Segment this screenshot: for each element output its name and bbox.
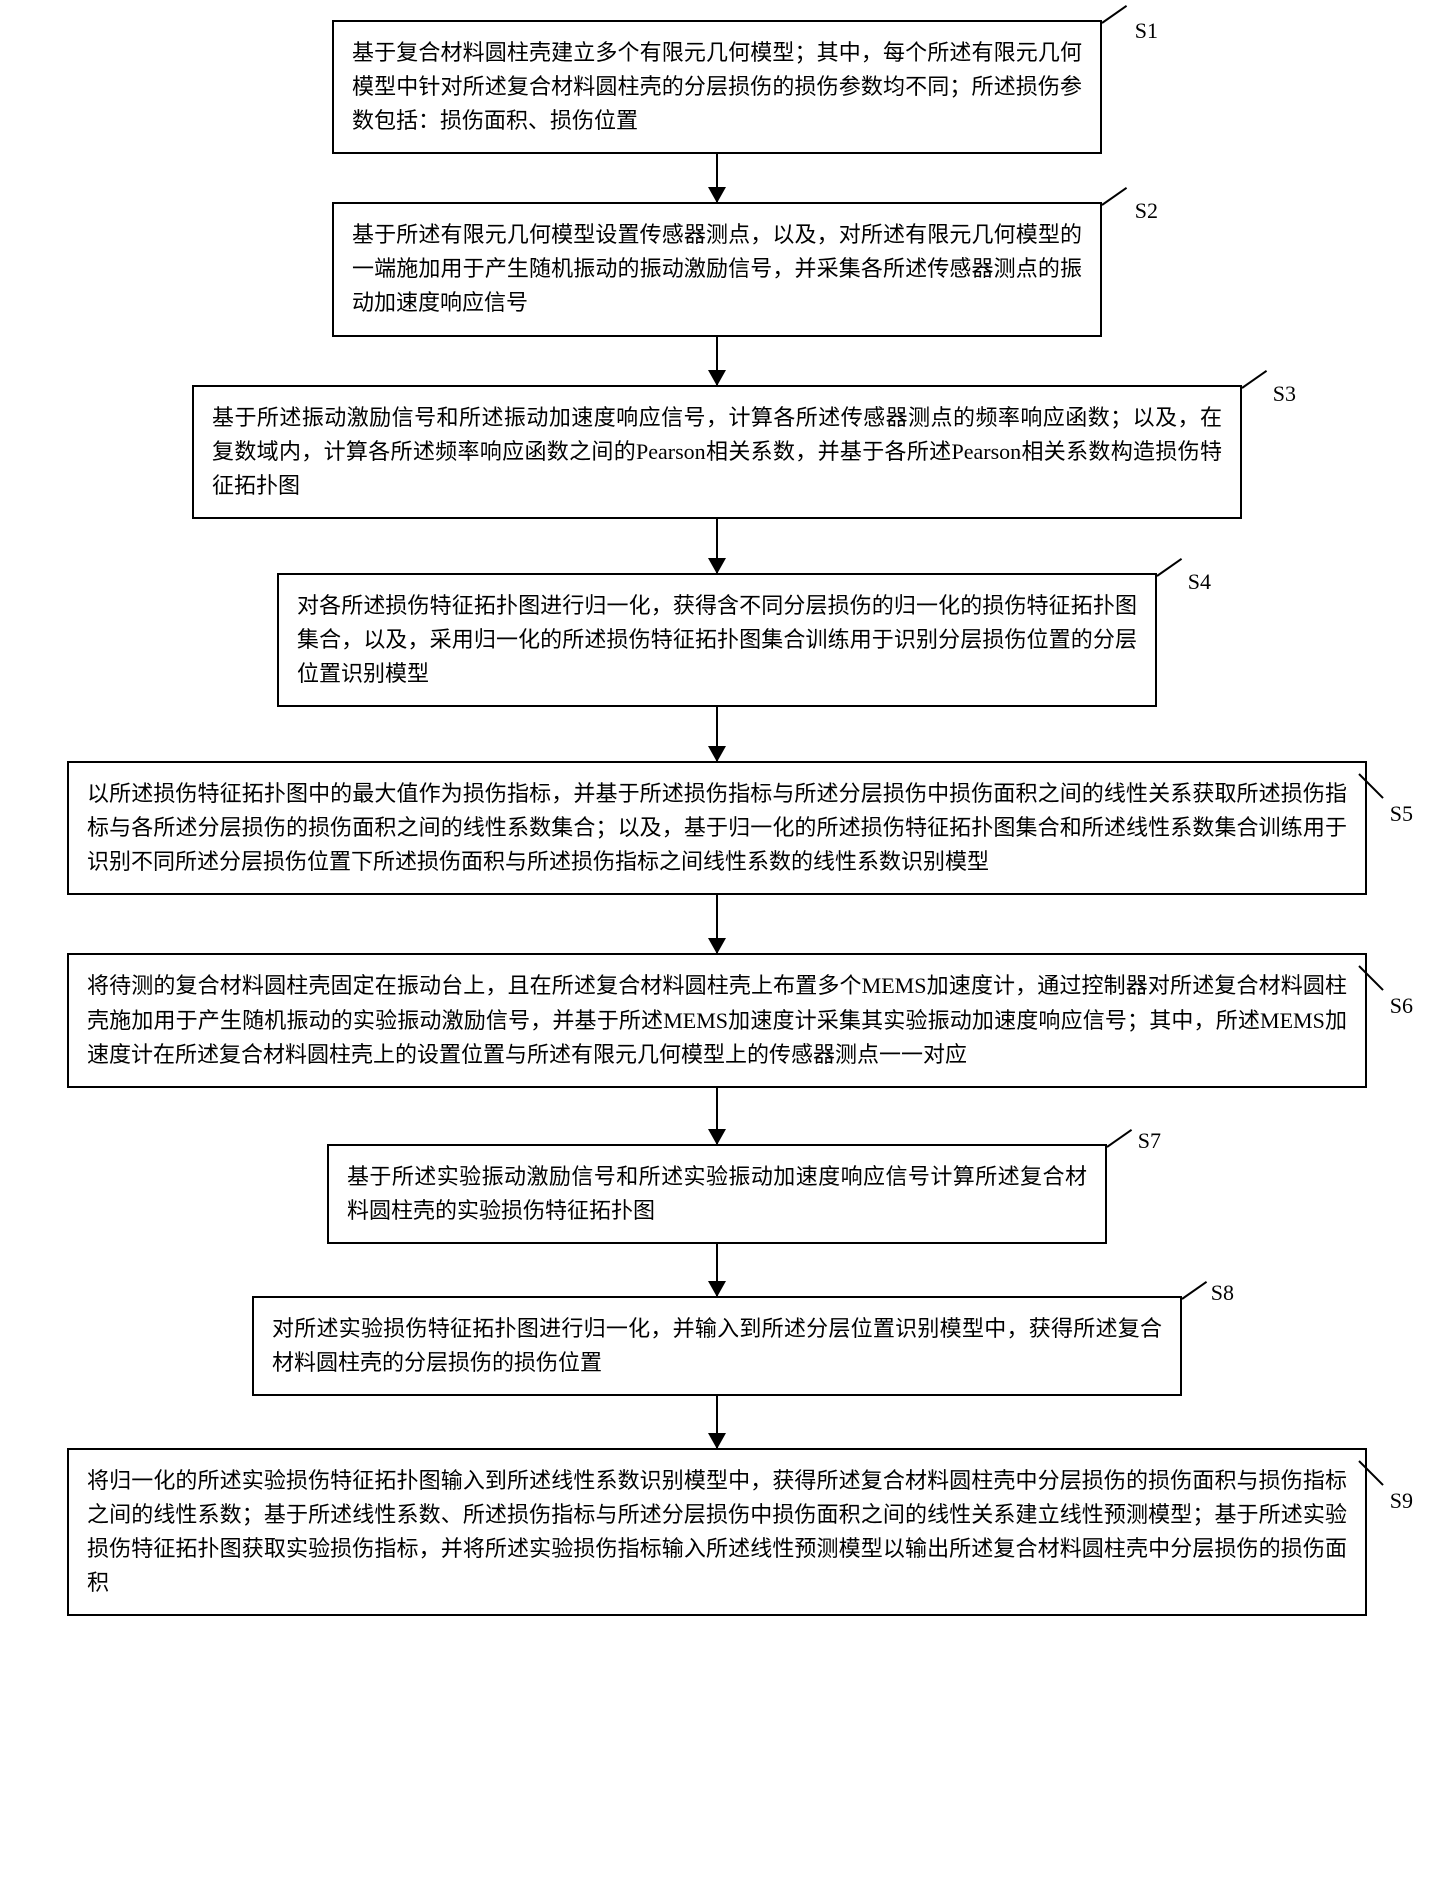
step-label-s4: S4 bbox=[1188, 565, 1211, 599]
step-s6-wrap: 将待测的复合材料圆柱壳固定在振动台上，且在所述复合材料圆柱壳上布置多个MEMS加… bbox=[20, 953, 1414, 1143]
step-text: 将归一化的所述实验损伤特征拓扑图输入到所述线性系数识别模型中，获得所述复合材料圆… bbox=[87, 1468, 1347, 1595]
step-label-s3: S3 bbox=[1273, 377, 1296, 411]
flowchart-container: 基于复合材料圆柱壳建立多个有限元几何模型；其中，每个所述有限元几何模型中针对所述… bbox=[20, 20, 1414, 1616]
step-s8-wrap: 对所述实验损伤特征拓扑图进行归一化，并输入到所述分层位置识别模型中，获得所述复合… bbox=[20, 1296, 1414, 1448]
step-label-s8: S8 bbox=[1211, 1276, 1234, 1310]
step-box-s2: 基于所述有限元几何模型设置传感器测点，以及，对所述有限元几何模型的一端施加用于产… bbox=[332, 202, 1102, 336]
step-text: 将待测的复合材料圆柱壳固定在振动台上，且在所述复合材料圆柱壳上布置多个MEMS加… bbox=[87, 973, 1347, 1066]
step-s4-wrap: 对各所述损伤特征拓扑图进行归一化，获得含不同分层损伤的归一化的损伤特征拓扑图集合… bbox=[20, 573, 1414, 761]
step-label-s1: S1 bbox=[1135, 14, 1158, 48]
arrow bbox=[716, 1396, 718, 1448]
step-label-s5: S5 bbox=[1390, 797, 1413, 831]
step-text: 基于复合材料圆柱壳建立多个有限元几何模型；其中，每个所述有限元几何模型中针对所述… bbox=[352, 40, 1082, 133]
step-s9-wrap: 将归一化的所述实验损伤特征拓扑图输入到所述线性系数识别模型中，获得所述复合材料圆… bbox=[20, 1448, 1414, 1616]
step-text: 基于所述振动激励信号和所述振动加速度响应信号，计算各所述传感器测点的频率响应函数… bbox=[212, 405, 1222, 498]
label-connector bbox=[1358, 966, 1383, 991]
step-s5-wrap: 以所述损伤特征拓扑图中的最大值作为损伤指标，并基于所述损伤指标与所述分层损伤中损… bbox=[20, 761, 1414, 953]
step-text: 基于所述实验振动激励信号和所述实验振动加速度响应信号计算所述复合材料圆柱壳的实验… bbox=[347, 1164, 1087, 1223]
label-connector bbox=[1358, 773, 1383, 798]
step-s3-wrap: 基于所述振动激励信号和所述振动加速度响应信号，计算各所述传感器测点的频率响应函数… bbox=[20, 385, 1414, 573]
step-box-s3: 基于所述振动激励信号和所述振动加速度响应信号，计算各所述传感器测点的频率响应函数… bbox=[192, 385, 1242, 519]
step-box-s5: 以所述损伤特征拓扑图中的最大值作为损伤指标，并基于所述损伤指标与所述分层损伤中损… bbox=[67, 761, 1367, 895]
step-box-s9: 将归一化的所述实验损伤特征拓扑图输入到所述线性系数识别模型中，获得所述复合材料圆… bbox=[67, 1448, 1367, 1616]
step-text: 对所述实验损伤特征拓扑图进行归一化，并输入到所述分层位置识别模型中，获得所述复合… bbox=[272, 1316, 1162, 1375]
step-text: 对各所述损伤特征拓扑图进行归一化，获得含不同分层损伤的归一化的损伤特征拓扑图集合… bbox=[297, 593, 1137, 686]
step-box-s8: 对所述实验损伤特征拓扑图进行归一化，并输入到所述分层位置识别模型中，获得所述复合… bbox=[252, 1296, 1182, 1396]
step-text: 以所述损伤特征拓扑图中的最大值作为损伤指标，并基于所述损伤指标与所述分层损伤中损… bbox=[87, 781, 1347, 874]
step-box-s1: 基于复合材料圆柱壳建立多个有限元几何模型；其中，每个所述有限元几何模型中针对所述… bbox=[332, 20, 1102, 154]
arrow bbox=[716, 1244, 718, 1296]
arrow bbox=[716, 707, 718, 761]
arrow bbox=[716, 519, 718, 573]
label-connector bbox=[1358, 1460, 1383, 1485]
arrow bbox=[716, 154, 718, 202]
label-connector bbox=[1101, 5, 1127, 24]
step-text: 基于所述有限元几何模型设置传感器测点，以及，对所述有限元几何模型的一端施加用于产… bbox=[352, 222, 1082, 315]
step-s2-wrap: 基于所述有限元几何模型设置传感器测点，以及，对所述有限元几何模型的一端施加用于产… bbox=[20, 202, 1414, 384]
step-s1-wrap: 基于复合材料圆柱壳建立多个有限元几何模型；其中，每个所述有限元几何模型中针对所述… bbox=[20, 20, 1414, 202]
step-box-s6: 将待测的复合材料圆柱壳固定在振动台上，且在所述复合材料圆柱壳上布置多个MEMS加… bbox=[67, 953, 1367, 1087]
step-label-s9: S9 bbox=[1390, 1484, 1413, 1518]
step-label-s2: S2 bbox=[1135, 194, 1158, 228]
arrow bbox=[716, 337, 718, 385]
arrow bbox=[716, 895, 718, 953]
step-box-s7: 基于所述实验振动激励信号和所述实验振动加速度响应信号计算所述复合材料圆柱壳的实验… bbox=[327, 1144, 1107, 1244]
step-label-s6: S6 bbox=[1390, 989, 1413, 1023]
step-label-s7: S7 bbox=[1138, 1124, 1161, 1158]
step-s7-wrap: 基于所述实验振动激励信号和所述实验振动加速度响应信号计算所述复合材料圆柱壳的实验… bbox=[20, 1144, 1414, 1296]
step-box-s4: 对各所述损伤特征拓扑图进行归一化，获得含不同分层损伤的归一化的损伤特征拓扑图集合… bbox=[277, 573, 1157, 707]
arrow bbox=[716, 1088, 718, 1144]
